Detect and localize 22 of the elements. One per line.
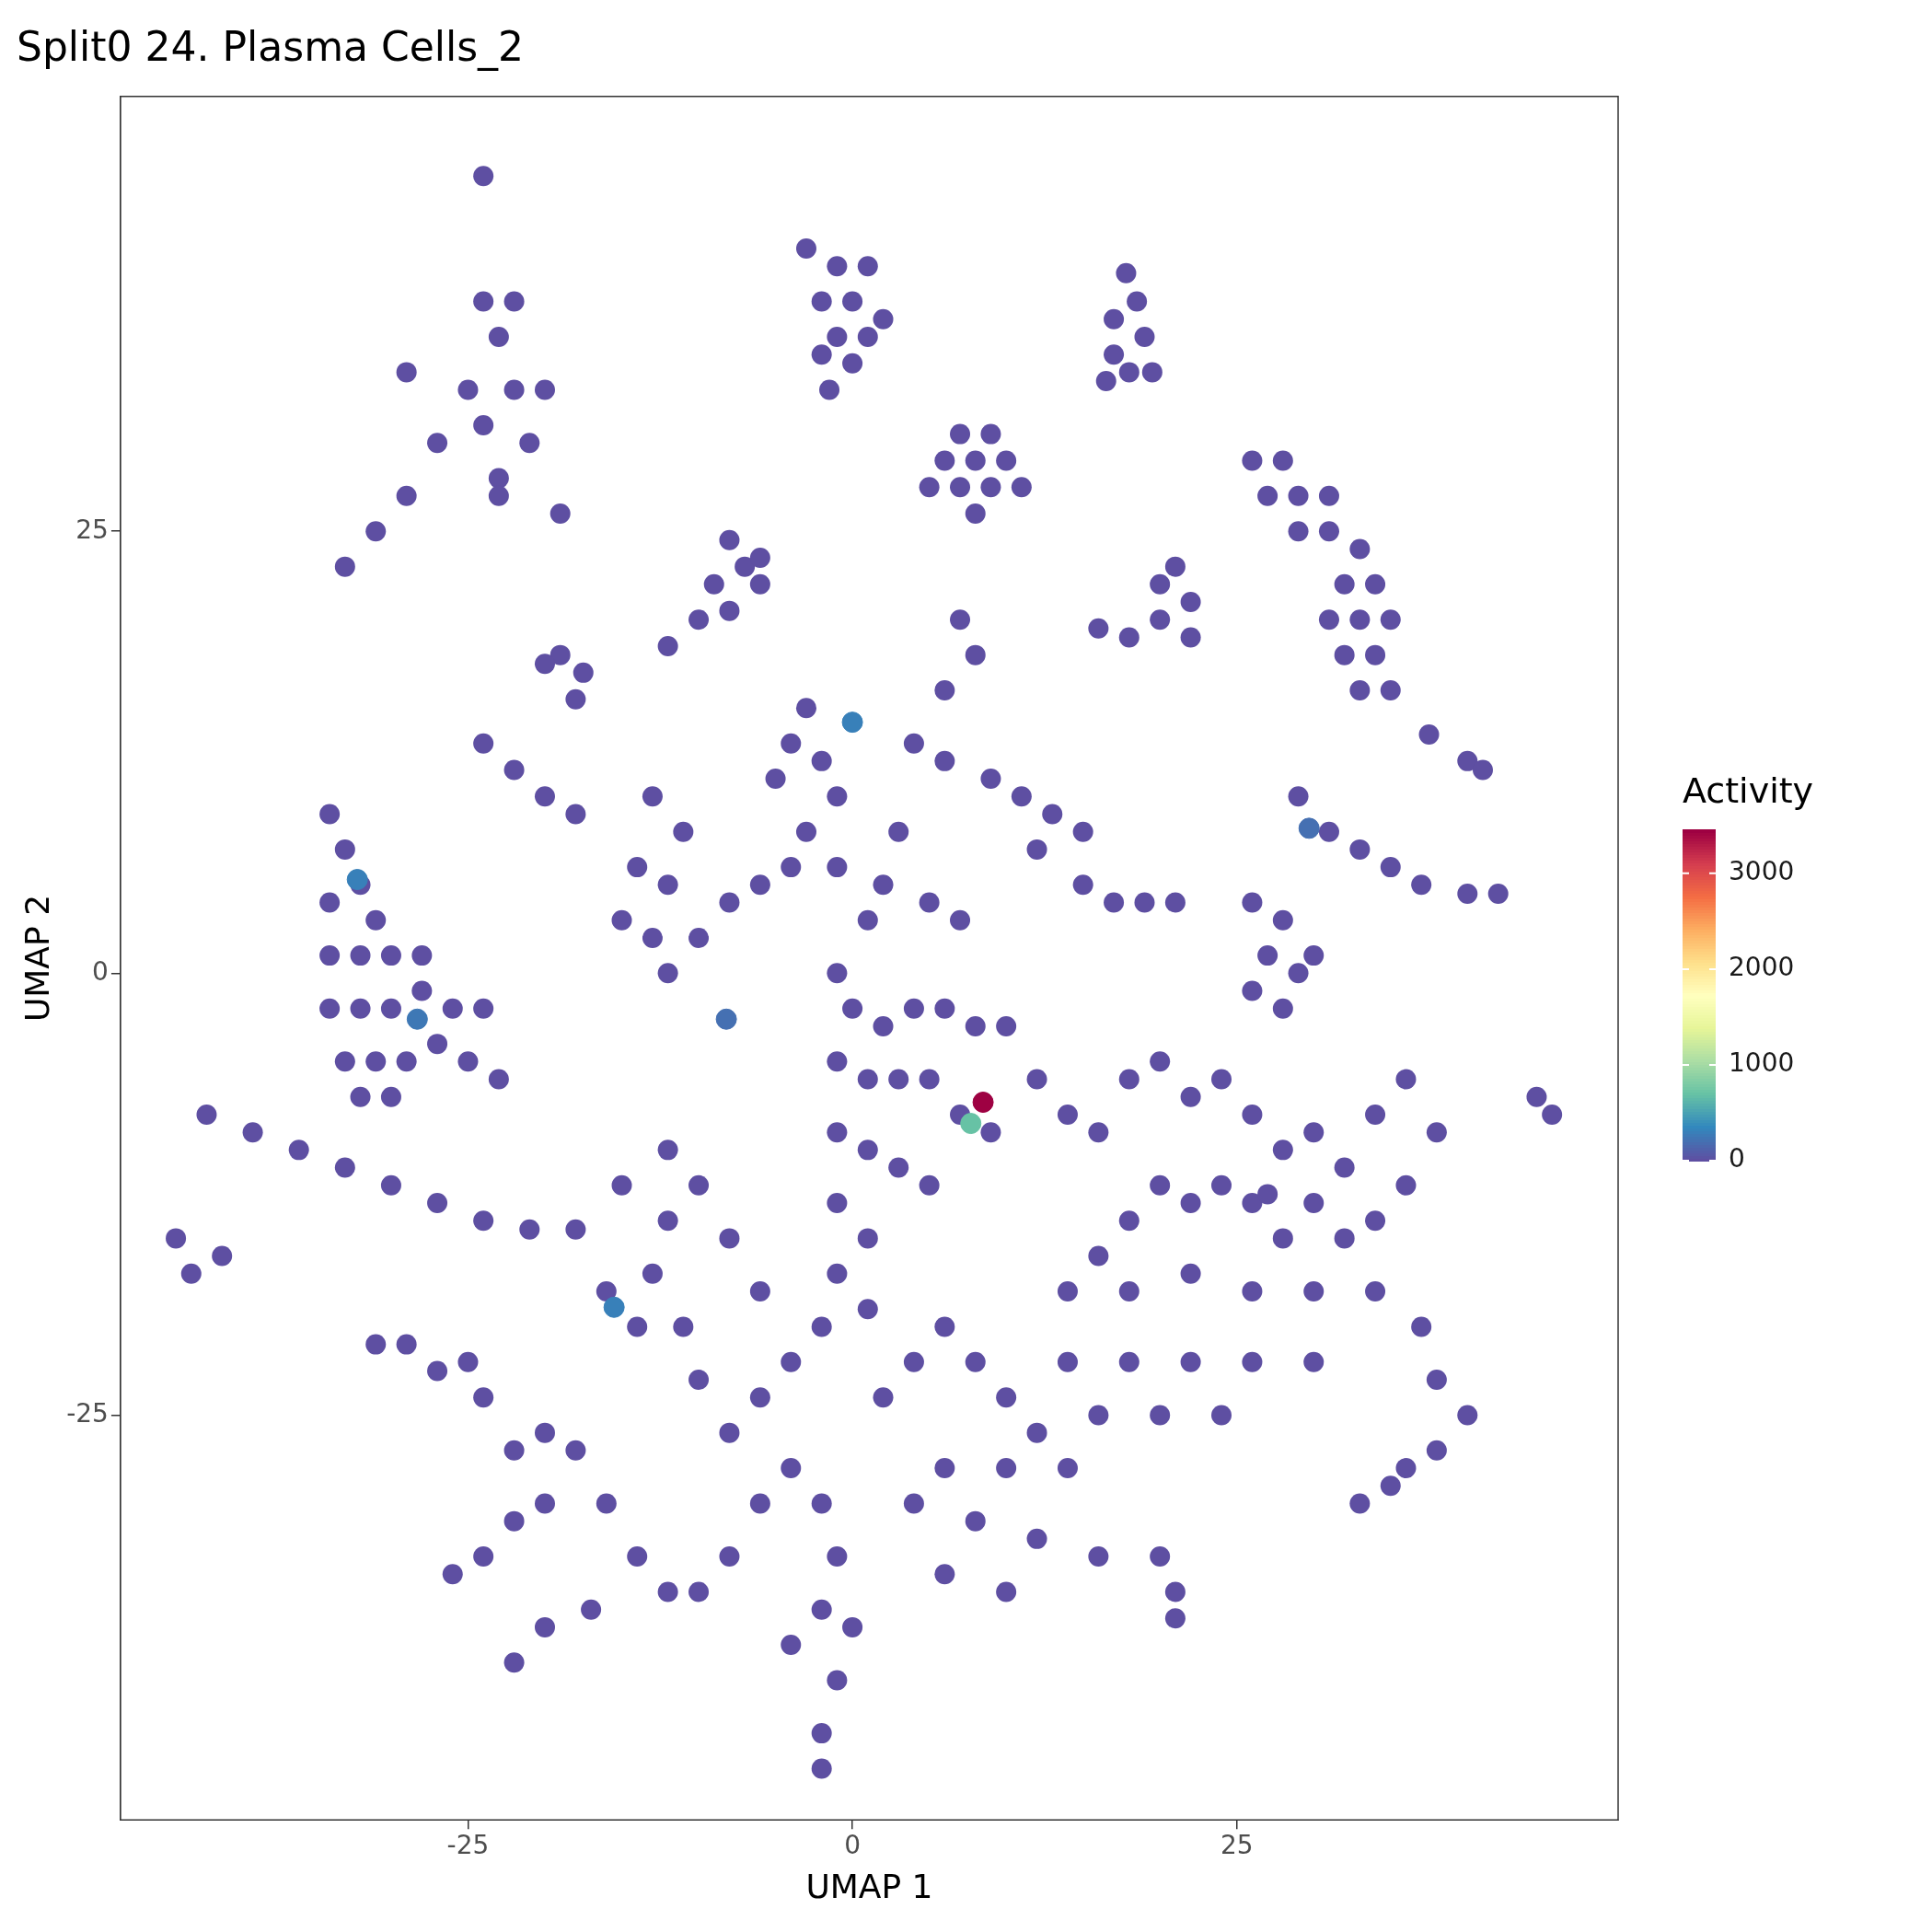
point (972, 1092, 994, 1114)
point (960, 1113, 982, 1135)
color-bar-label: 0 (1729, 1143, 1745, 1174)
color-bar-label: 1000 (1729, 1047, 1795, 1079)
y-tick-label: -25 (66, 1397, 109, 1429)
point (715, 1008, 737, 1030)
color-bar-label: 3000 (1729, 856, 1795, 887)
point (841, 711, 863, 734)
point (406, 1008, 428, 1030)
y-tick-label: 0 (92, 955, 109, 987)
point (1298, 817, 1320, 839)
point (603, 1296, 625, 1318)
y-axis-title: UMAP 2 (17, 894, 56, 1023)
chart-title: Split0 24. Plasma Cells_2 (17, 22, 525, 71)
x-tick-label: 25 (1220, 1830, 1254, 1861)
point (346, 869, 368, 891)
x-tick-label: 0 (844, 1830, 861, 1861)
x-axis-title: UMAP 1 (805, 1867, 933, 1905)
color-bar-title: Activity (1683, 769, 1814, 811)
color-bar-label: 2000 (1729, 952, 1795, 983)
x-tick-label: -25 (446, 1830, 490, 1861)
y-tick-label: 25 (75, 514, 109, 545)
